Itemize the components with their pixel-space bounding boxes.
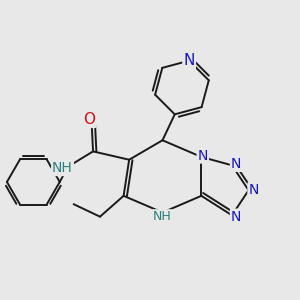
- Text: N: N: [248, 183, 259, 197]
- Text: N: N: [183, 53, 195, 68]
- Text: N: N: [198, 148, 208, 163]
- Text: N: N: [231, 157, 241, 171]
- Text: NH: NH: [52, 161, 73, 175]
- Text: NH: NH: [153, 210, 172, 223]
- Text: O: O: [83, 112, 95, 127]
- Text: N: N: [231, 210, 241, 224]
